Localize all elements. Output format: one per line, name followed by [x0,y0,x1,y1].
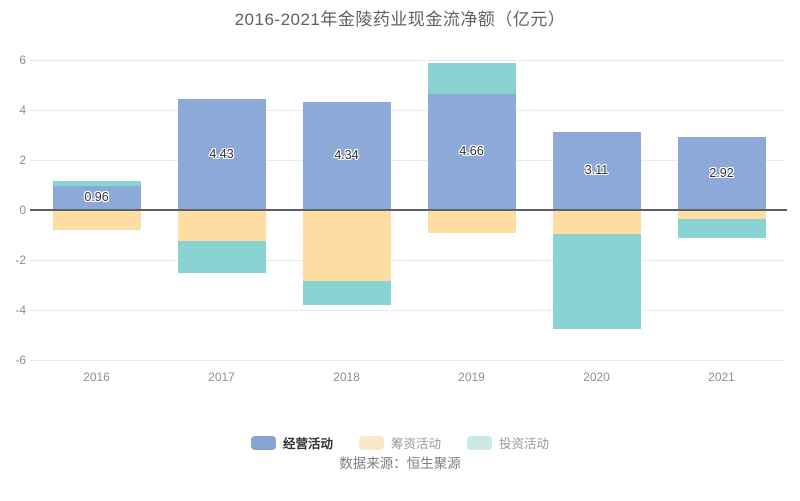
x-axis-label-2016: 2016 [83,370,110,384]
bar-segment-investing-2018[interactable] [302,281,391,305]
y-grid-line [30,110,784,111]
y-grid-line [30,260,784,261]
y-axis-tick-label: -6 [15,353,26,367]
bar-segment-operating-2020[interactable] [552,132,641,210]
bar-value-label-2020: 3.11 [584,163,609,178]
bar-value-label-2018: 4.34 [334,147,359,162]
bar-value-label-2017: 4.43 [209,146,234,161]
y-axis-tick-label: -2 [15,253,26,267]
legend-label: 经营活动 [282,437,333,451]
legend-item-筹资活动[interactable]: 筹资活动 [358,433,441,452]
legend-item-投资活动[interactable]: 投资活动 [467,433,549,452]
bar-segment-financing-2021[interactable] [677,210,766,219]
bar-segment-financing-2016[interactable] [52,210,141,230]
y-grid-line [30,360,784,361]
bar-segment-investing-2020[interactable] [552,233,641,329]
bar-segment-financing-2018[interactable] [302,210,391,282]
bar-segment-financing-2017[interactable] [177,210,266,242]
legend-item-经营活动[interactable]: 经营活动 [250,433,333,452]
bar-segment-investing-2019[interactable] [427,62,516,94]
x-axis-label-2019: 2019 [458,370,485,384]
y-axis-tick-label: -4 [15,303,26,317]
bar-value-label-2019: 4.66 [459,143,484,158]
bar-value-label-2016: 0.96 [84,190,109,204]
y-grid-line [30,60,784,61]
bar-segment-operating-2017[interactable] [177,99,266,210]
chart-title: 2016-2021年金陵药业现金流净额（亿元） [234,10,566,29]
bar-segment-investing-2017[interactable] [177,241,266,273]
x-axis-label-2017: 2017 [208,370,235,384]
bar-segment-financing-2019[interactable] [427,210,516,233]
legend-label: 筹资活动 [390,437,441,451]
bar-segment-investing-2016[interactable] [52,181,141,186]
x-axis-label-2020: 2020 [583,370,610,384]
y-grid-line [30,160,784,161]
y-axis-tick-label: 2 [19,153,26,167]
y-axis-tick-label: 6 [19,53,26,67]
bar-segment-operating-2018[interactable] [302,101,391,210]
legend-swatch [467,435,492,450]
bar-segment-investing-2021[interactable] [677,218,766,238]
legend-swatch [358,435,384,450]
bar-segment-operating-2021[interactable] [677,137,766,210]
bar-segment-operating-2016[interactable] [52,186,141,210]
y-grid-line [30,310,784,311]
bar-segment-financing-2020[interactable] [552,210,641,234]
legend-swatch [250,435,276,450]
y-axis-tick-label: 0 [19,203,26,217]
y-axis-tick-label: 4 [19,103,26,117]
bar-value-label-2021: 2.92 [709,165,734,180]
x-axis-label-2021: 2021 [708,370,735,384]
bar-segment-operating-2019[interactable] [427,93,516,210]
legend: 经营活动 筹资活动 投资活动 [0,433,800,452]
zero-axis-line [30,209,787,211]
data-source: 数据来源：恒生聚源 [339,456,461,471]
x-axis-label-2018: 2018 [333,370,360,384]
legend-label: 投资活动 [499,437,550,451]
